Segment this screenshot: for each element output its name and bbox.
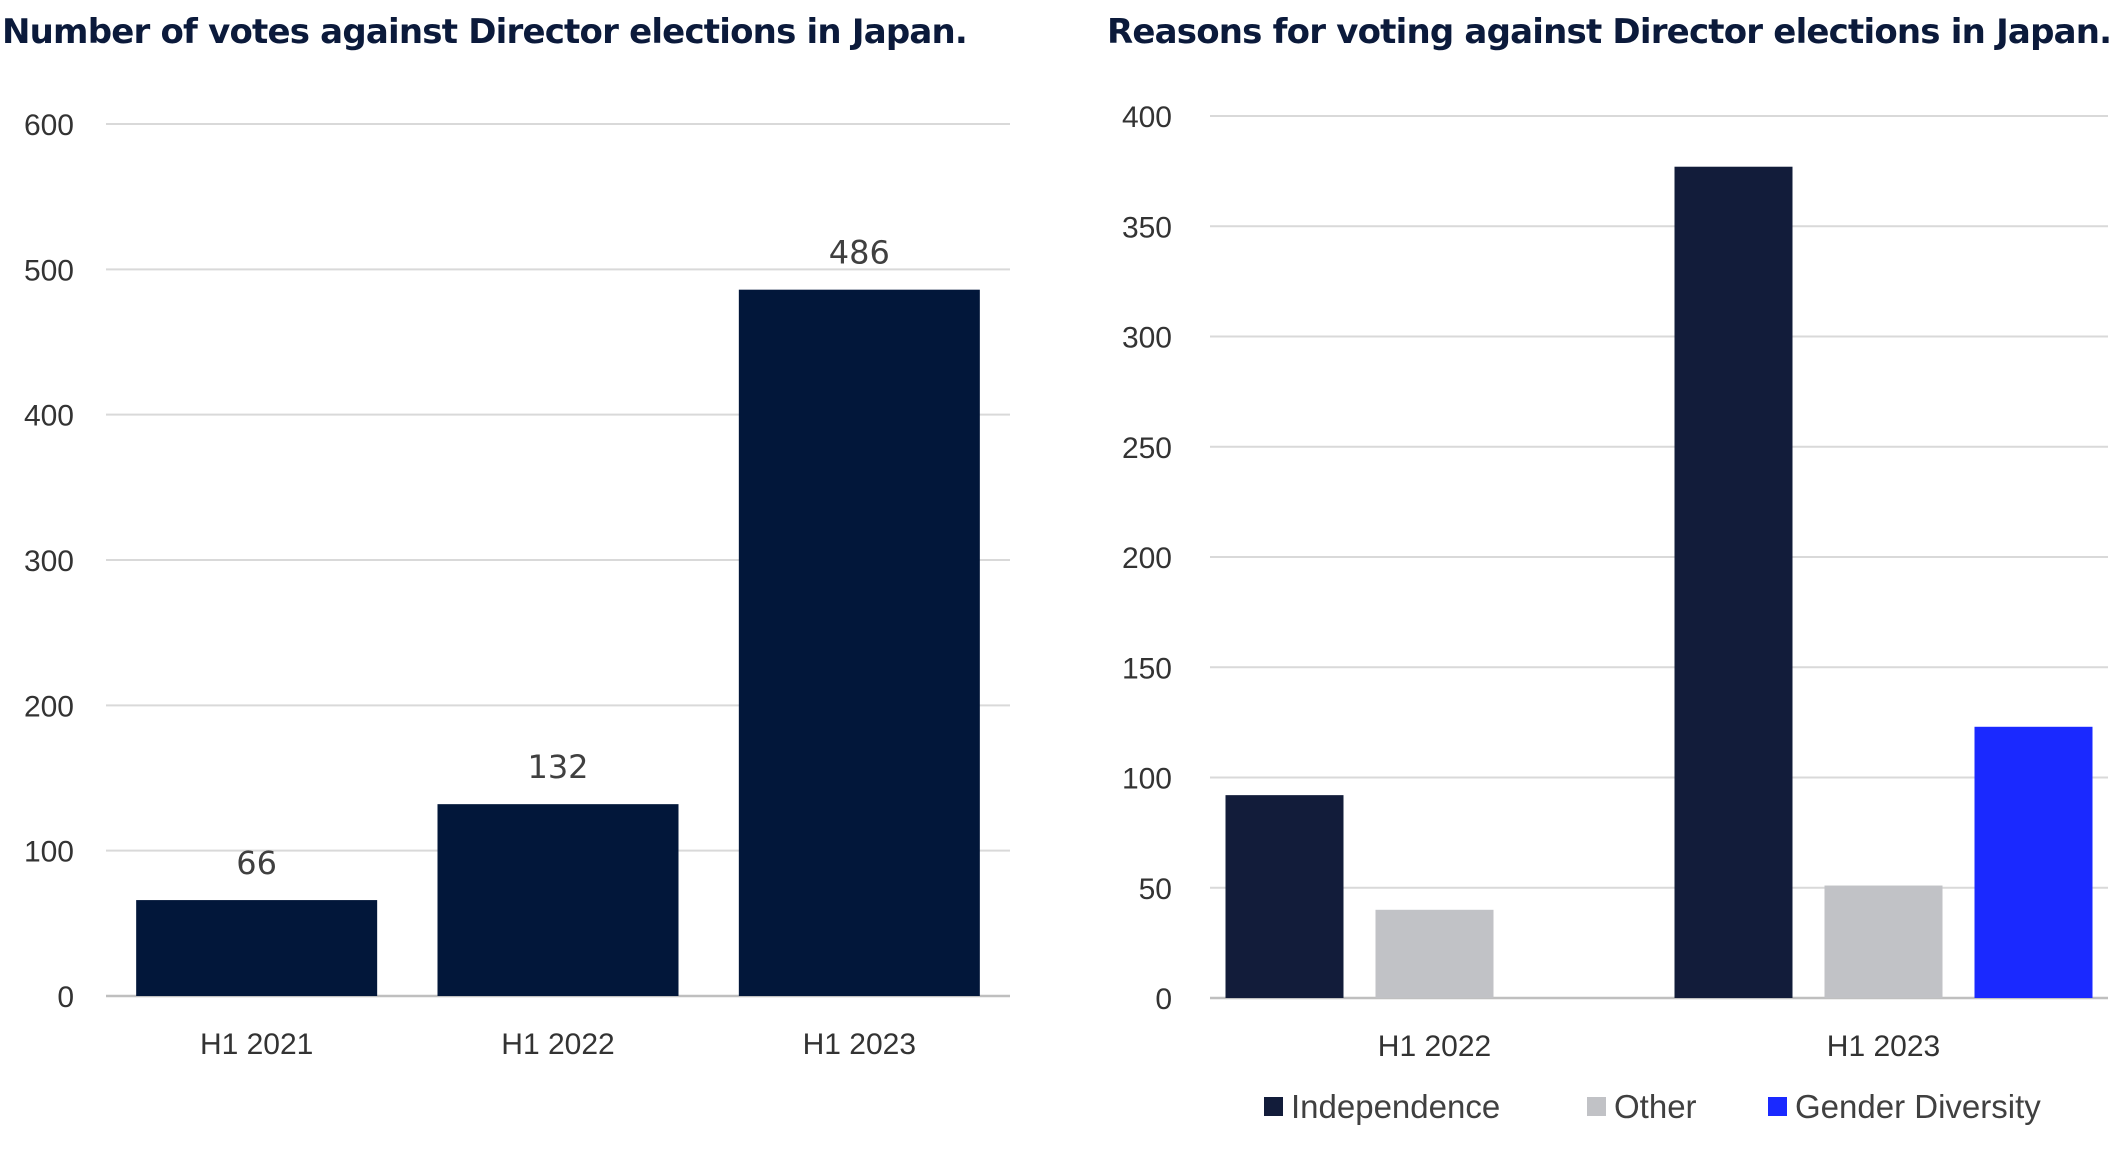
legend-label: Gender Diversity	[1795, 1088, 2041, 1125]
y-tick-label: 350	[1122, 211, 1172, 244]
y-tick-label: 400	[24, 400, 74, 433]
bar-gender-diversity	[1974, 726, 2093, 998]
y-tick-label: 50	[1139, 873, 1172, 906]
chart-reasons-against: Reasons for voting against Director elec…	[1100, 0, 2114, 1150]
y-tick-label: 150	[1122, 652, 1172, 685]
legend-swatch	[1587, 1097, 1606, 1116]
x-tick-label: H1 2023	[1827, 1030, 1940, 1063]
legend-item: Other	[1587, 1088, 1697, 1125]
chart-title: Reasons for voting against Director elec…	[1107, 12, 2112, 52]
bar	[136, 900, 378, 996]
y-tick-label: 100	[1122, 763, 1172, 796]
x-tick-label: H1 2022	[501, 1028, 614, 1061]
y-tick-label: 300	[24, 545, 74, 578]
y-tick-label: 600	[24, 109, 74, 142]
legend-item: Independence	[1264, 1088, 1500, 1125]
bar-chart-svg: 0 100 200 300 400 500 600 66 H1 2021 132 H1 2022 48…	[24, 109, 1010, 1061]
y-tick-label: 500	[24, 254, 74, 287]
y-tick-label: 200	[1122, 542, 1172, 575]
legend-swatch	[1768, 1097, 1787, 1116]
data-label: 66	[236, 844, 277, 882]
legend-swatch	[1264, 1097, 1283, 1116]
bar-independence	[1225, 795, 1344, 998]
bar	[738, 289, 980, 996]
legend-item: Gender Diversity	[1768, 1088, 2041, 1125]
y-tick-label: 200	[24, 690, 74, 723]
chart-votes-against: Number of votes against Director electio…	[0, 0, 1020, 1150]
data-label: 486	[829, 234, 890, 272]
x-tick-label: H1 2021	[200, 1028, 313, 1061]
y-tick-label: 0	[57, 981, 74, 1014]
bar-other	[1375, 909, 1494, 998]
bar-independence	[1674, 166, 1793, 999]
y-tick-label: 300	[1122, 322, 1172, 355]
y-tick-label: 250	[1122, 432, 1172, 465]
x-tick-label: H1 2023	[803, 1028, 916, 1061]
y-tick-label: 100	[24, 836, 74, 869]
bar-other	[1824, 885, 1943, 998]
bar	[437, 804, 679, 996]
grouped-bar-chart-svg: 0 50 100 150 200 250 300 350 400 H1 2022 H1 2023 In…	[1122, 101, 2108, 1125]
x-tick-label: H1 2022	[1378, 1030, 1491, 1063]
y-tick-label: 400	[1122, 101, 1172, 134]
data-label: 132	[527, 748, 588, 786]
legend-label: Independence	[1291, 1088, 1500, 1125]
chart-title: Number of votes against Director electio…	[2, 12, 968, 52]
legend-label: Other	[1614, 1088, 1697, 1125]
y-tick-label: 0	[1155, 983, 1172, 1016]
